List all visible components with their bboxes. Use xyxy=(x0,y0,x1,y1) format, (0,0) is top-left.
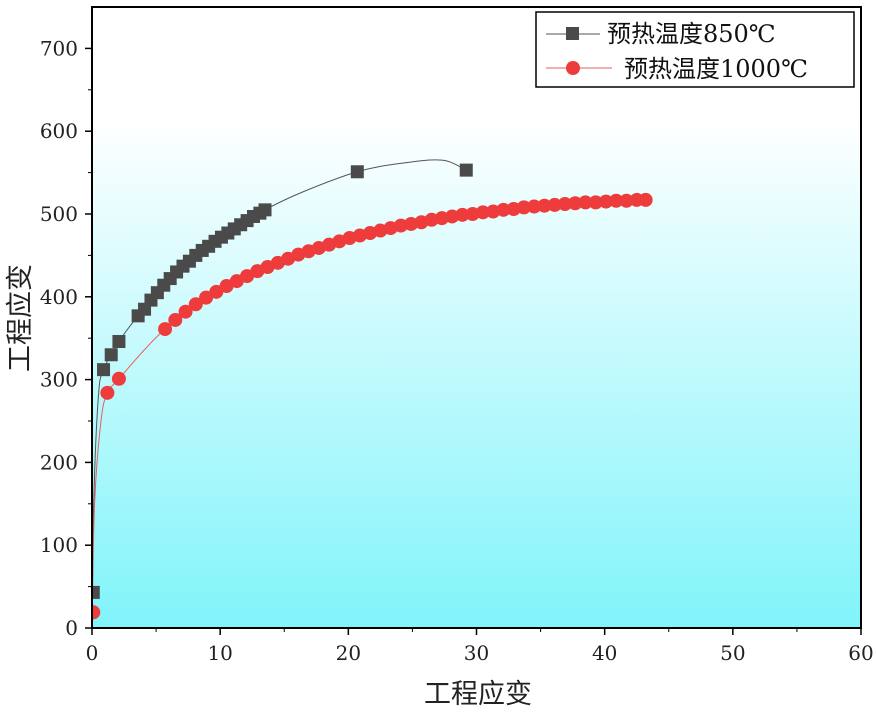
legend-marker-850 xyxy=(566,27,579,40)
series-1-point-44 xyxy=(578,195,593,210)
legend-label-1000: 预热温度1000℃ xyxy=(624,55,808,83)
series-1-point-42 xyxy=(557,197,572,212)
series-0-point-2 xyxy=(104,348,118,362)
series-1-point-29 xyxy=(424,212,439,227)
x-tick-label-1: 10 xyxy=(207,641,232,665)
y-axis-title: 工程应变 xyxy=(5,264,36,372)
series-1-point-4 xyxy=(168,312,183,327)
series-1-point-47 xyxy=(609,193,624,208)
legend-box xyxy=(535,11,855,88)
series-1-point-2 xyxy=(111,371,126,386)
y-tick-label-1: 100 xyxy=(40,533,78,557)
series-1-point-33 xyxy=(465,207,480,221)
series-1-point-46 xyxy=(598,194,613,209)
series-1-point-39 xyxy=(527,199,542,214)
x-axis-title: 工程应变 xyxy=(424,679,532,710)
series-1-point-1 xyxy=(100,385,115,400)
series-0-point-26 xyxy=(459,163,473,177)
series-0-point-1 xyxy=(97,363,111,377)
series-1-point-6 xyxy=(188,297,203,312)
y-tick-label-6: 600 xyxy=(40,119,78,143)
x-tick-label-6: 60 xyxy=(848,641,873,665)
series-1-point-7 xyxy=(199,290,214,305)
series-0-point-3 xyxy=(112,335,126,349)
series-1-point-0 xyxy=(92,605,101,620)
data-markers xyxy=(92,163,653,620)
x-tick-label-2: 20 xyxy=(336,641,361,665)
series-1-point-27 xyxy=(404,216,419,231)
series-0-point-25 xyxy=(350,165,364,179)
legend-label-850: 预热温度850℃ xyxy=(607,20,776,48)
plot-background xyxy=(92,7,861,628)
y-axis: 0 100 200 300 400 500 600 700 xyxy=(40,36,92,640)
series-1-point-50 xyxy=(638,192,653,207)
series-1-point-5 xyxy=(178,304,193,319)
series-1-point-38 xyxy=(516,200,531,215)
series-1-point-35 xyxy=(486,204,501,219)
series-1-point-36 xyxy=(496,202,511,217)
x-tick-label-5: 50 xyxy=(720,641,745,665)
series-1-point-41 xyxy=(547,197,562,212)
y-tick-label-0: 0 xyxy=(65,616,78,640)
series-1-point-43 xyxy=(568,196,583,211)
series-1-point-34 xyxy=(475,205,490,220)
legend-marker-1000 xyxy=(566,61,580,75)
series-0-point-0 xyxy=(92,585,100,599)
series-1-point-40 xyxy=(537,198,552,213)
y-tick-label-7: 700 xyxy=(40,36,78,60)
x-axis: 0 10 20 30 40 50 60 xyxy=(86,628,874,665)
series-1-point-32 xyxy=(455,207,470,222)
y-tick-label-3: 300 xyxy=(40,368,78,392)
series-1-point-45 xyxy=(588,195,603,210)
legend: 预热温度850℃ 预热温度1000℃ xyxy=(535,11,855,88)
series-1-point-3 xyxy=(158,322,173,337)
x-tick-label-0: 0 xyxy=(86,641,99,665)
x-tick-label-3: 30 xyxy=(464,641,489,665)
series-1-point-48 xyxy=(619,193,634,208)
series-0-point-24 xyxy=(258,203,272,217)
x-tick-label-4: 40 xyxy=(592,641,617,665)
y-tick-label-2: 200 xyxy=(40,450,78,474)
y-tick-label-5: 500 xyxy=(40,202,78,226)
y-tick-label-4: 400 xyxy=(40,285,78,309)
series-1-point-8 xyxy=(209,284,224,299)
